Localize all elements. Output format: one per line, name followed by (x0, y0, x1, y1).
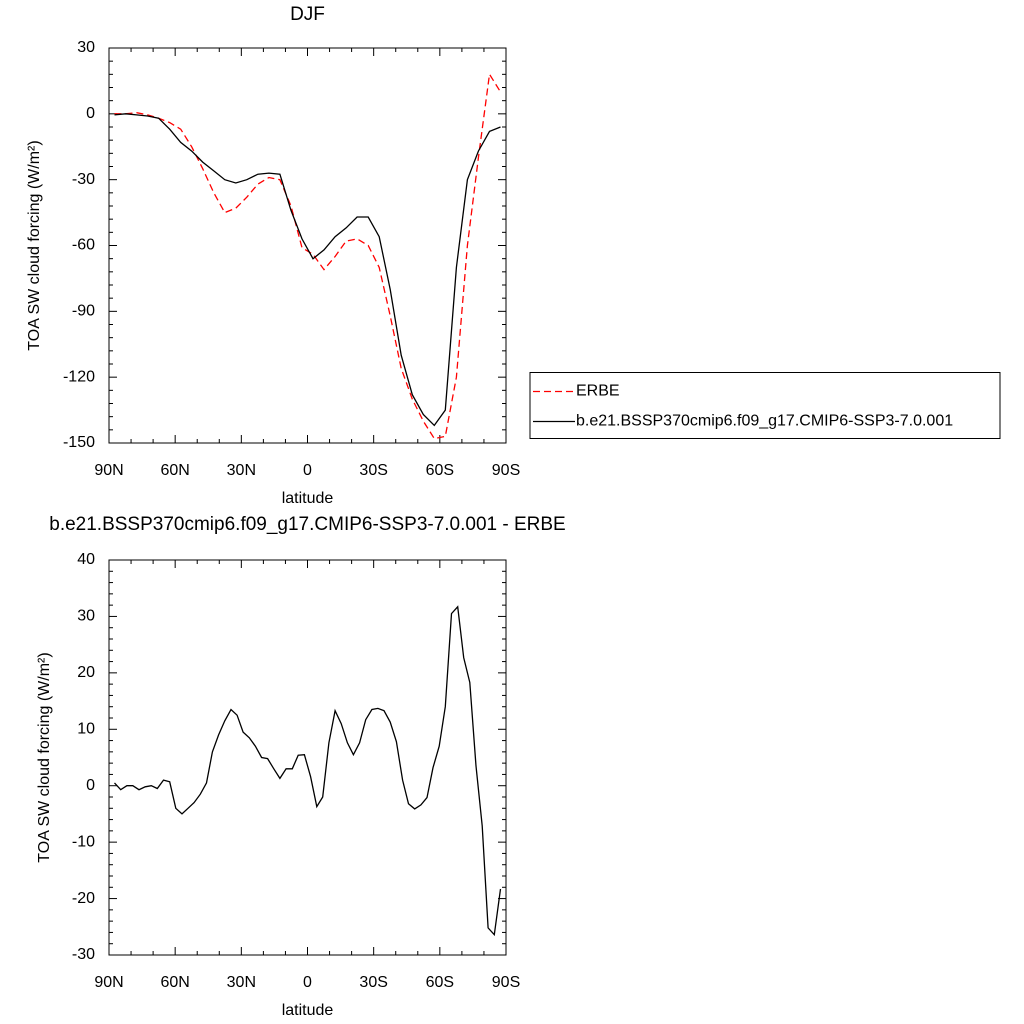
x-tick-label: 60S (426, 974, 454, 991)
y-tick-label: 20 (77, 664, 95, 681)
x-tick-label: 30S (359, 974, 387, 991)
y-tick-label: -30 (72, 946, 95, 963)
x-tick-label: 30N (227, 462, 256, 479)
y-tick-label: 0 (86, 105, 95, 122)
data-line (114, 72, 502, 440)
x-tick-label: 90S (492, 974, 520, 991)
plot-frame (108, 47, 507, 444)
y-axis-label: TOA SW cloud forcing (W/m²) (26, 140, 43, 350)
legend: ERBE b.e21.BSSP370cmip6.f09_g17.CMIP6-SSP… (529, 372, 1001, 439)
x-axis-label: latitude (282, 490, 334, 507)
y-tick-label: -20 (72, 890, 95, 907)
y-tick-label: -90 (72, 303, 95, 320)
chart-title: DJF (290, 4, 325, 25)
legend-box (529, 372, 1001, 439)
y-tick-label: -60 (72, 237, 95, 254)
chart-title: b.e21.BSSP370cmip6.f09_g17.CMIP6-SSP3-7.… (49, 514, 565, 535)
y-tick-label: 30 (77, 39, 95, 56)
y-tick-label: 30 (77, 608, 95, 625)
legend-label: b.e21.BSSP370cmip6.f09_g17.CMIP6-SSP3-7.… (576, 413, 953, 430)
x-tick-label: 60S (426, 462, 454, 479)
x-tick-label: 60N (160, 462, 189, 479)
data-line (114, 605, 502, 937)
plot-frame (108, 559, 507, 956)
y-tick-label: -150 (63, 434, 95, 451)
data-line (114, 113, 501, 427)
y-tick-label: -120 (63, 368, 95, 385)
y-tick-label: 10 (77, 721, 95, 738)
x-tick-label: 0 (303, 974, 312, 991)
x-tick-label: 30N (227, 974, 256, 991)
y-tick-label: -30 (72, 171, 95, 188)
x-tick-label: 90N (94, 974, 123, 991)
x-axis-label: latitude (282, 1002, 334, 1019)
x-tick-label: 30S (359, 462, 387, 479)
y-tick-label: 0 (86, 777, 95, 794)
x-tick-label: 60N (160, 974, 189, 991)
y-tick-label: -10 (72, 833, 95, 850)
legend-label: ERBE (576, 383, 620, 400)
y-tick-label: 40 (77, 551, 95, 568)
y-axis-label: TOA SW cloud forcing (W/m²) (36, 652, 53, 862)
x-tick-label: 90N (94, 462, 123, 479)
x-tick-label: 0 (303, 462, 312, 479)
x-tick-label: 90S (492, 462, 520, 479)
